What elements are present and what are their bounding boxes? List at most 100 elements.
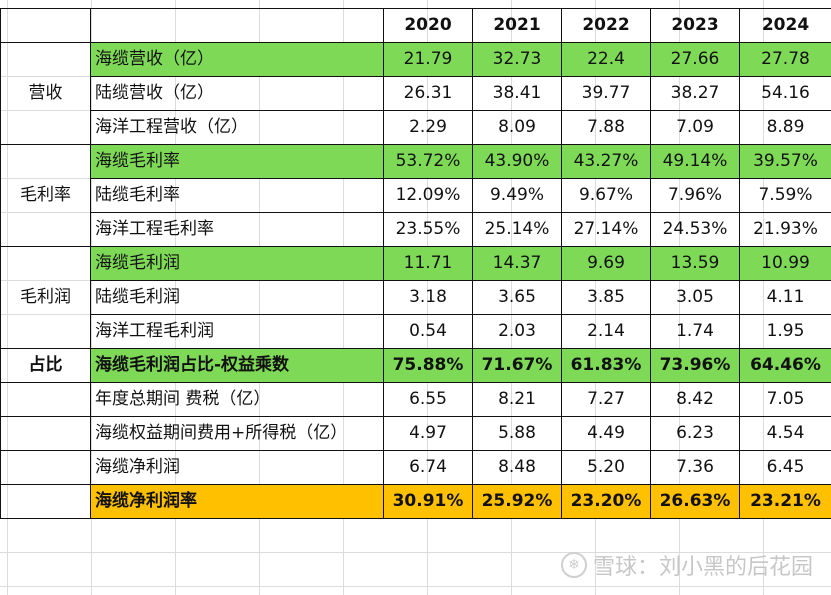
row-label[interactable]: 年度总期间 费税（亿） xyxy=(90,382,384,417)
value-cell[interactable]: 7.59% xyxy=(739,178,831,213)
value-cell[interactable]: 23.21% xyxy=(739,484,831,519)
value-cell[interactable]: 8.21 xyxy=(472,382,562,417)
value-cell[interactable]: 14.37 xyxy=(472,246,562,281)
year-header[interactable]: 2022 xyxy=(561,8,651,43)
value-cell[interactable]: 3.18 xyxy=(383,280,473,315)
value-cell[interactable]: 7.88 xyxy=(561,110,651,145)
value-cell[interactable]: 23.55% xyxy=(383,212,473,247)
value-cell[interactable]: 6.55 xyxy=(383,382,473,417)
value-cell[interactable]: 2.03 xyxy=(472,314,562,349)
value-cell[interactable]: 6.23 xyxy=(650,416,740,451)
value-cell[interactable]: 8.42 xyxy=(650,382,740,417)
value-cell[interactable]: 25.92% xyxy=(472,484,562,519)
value-cell[interactable]: 30.91% xyxy=(383,484,473,519)
empty-group-cell[interactable] xyxy=(0,450,91,485)
value-cell[interactable]: 6.45 xyxy=(739,450,831,485)
value-cell[interactable]: 24.53% xyxy=(650,212,740,247)
value-cell[interactable]: 26.63% xyxy=(650,484,740,519)
value-cell[interactable]: 3.85 xyxy=(561,280,651,315)
value-cell[interactable]: 8.09 xyxy=(472,110,562,145)
data-table: 2020 2021 2022 2023 2024 营收 海缆营收（亿） 21.7… xyxy=(0,8,831,519)
value-cell[interactable]: 5.88 xyxy=(472,416,562,451)
row-label[interactable]: 海洋工程营收（亿） xyxy=(90,110,384,145)
value-cell[interactable]: 7.05 xyxy=(739,382,831,417)
value-cell[interactable]: 8.89 xyxy=(739,110,831,145)
value-cell[interactable]: 7.96% xyxy=(650,178,740,213)
value-cell[interactable]: 5.20 xyxy=(561,450,651,485)
value-cell[interactable]: 9.67% xyxy=(561,178,651,213)
value-cell[interactable]: 39.57% xyxy=(739,144,831,179)
row-label[interactable]: 海缆毛利润占比-权益乘数 xyxy=(90,348,384,383)
value-cell[interactable]: 64.46% xyxy=(739,348,831,383)
empty-group-cell[interactable] xyxy=(0,484,91,519)
value-cell[interactable]: 71.67% xyxy=(472,348,562,383)
value-cell[interactable]: 38.41 xyxy=(472,76,562,111)
group-label-share[interactable]: 占比 xyxy=(0,348,91,383)
empty-group-cell[interactable] xyxy=(0,416,91,451)
value-cell[interactable]: 32.73 xyxy=(472,42,562,77)
row-label[interactable]: 海洋工程毛利润 xyxy=(90,314,384,349)
value-cell[interactable]: 0.54 xyxy=(383,314,473,349)
value-cell[interactable]: 53.72% xyxy=(383,144,473,179)
group-label-gross-profit[interactable]: 毛利润 xyxy=(0,246,91,349)
value-cell[interactable]: 3.65 xyxy=(472,280,562,315)
value-cell[interactable]: 2.14 xyxy=(561,314,651,349)
value-cell[interactable]: 4.49 xyxy=(561,416,651,451)
value-cell[interactable]: 73.96% xyxy=(650,348,740,383)
value-cell[interactable]: 4.97 xyxy=(383,416,473,451)
value-cell[interactable]: 3.05 xyxy=(650,280,740,315)
value-cell[interactable]: 2.29 xyxy=(383,110,473,145)
value-cell[interactable]: 27.78 xyxy=(739,42,831,77)
year-header[interactable]: 2020 xyxy=(383,8,473,43)
row-label[interactable]: 海缆毛利率 xyxy=(90,144,384,179)
row-label[interactable]: 海洋工程毛利率 xyxy=(90,212,384,247)
value-cell[interactable]: 61.83% xyxy=(561,348,651,383)
corner-cell[interactable] xyxy=(0,8,91,43)
value-cell[interactable]: 27.14% xyxy=(561,212,651,247)
value-cell[interactable]: 43.90% xyxy=(472,144,562,179)
value-cell[interactable]: 27.66 xyxy=(650,42,740,77)
value-cell[interactable]: 7.09 xyxy=(650,110,740,145)
header-label-cell[interactable] xyxy=(90,8,384,43)
value-cell[interactable]: 4.54 xyxy=(739,416,831,451)
value-cell[interactable]: 9.49% xyxy=(472,178,562,213)
group-label-revenue[interactable]: 营收 xyxy=(0,42,91,145)
row-label[interactable]: 海缆净利润率 xyxy=(90,484,384,519)
value-cell[interactable]: 43.27% xyxy=(561,144,651,179)
value-cell[interactable]: 1.74 xyxy=(650,314,740,349)
value-cell[interactable]: 22.4 xyxy=(561,42,651,77)
value-cell[interactable]: 6.74 xyxy=(383,450,473,485)
row-label[interactable]: 海缆权益期间费用+所得税（亿） xyxy=(90,416,384,451)
value-cell[interactable]: 13.59 xyxy=(650,246,740,281)
value-cell[interactable]: 25.14% xyxy=(472,212,562,247)
value-cell[interactable]: 8.48 xyxy=(472,450,562,485)
value-cell[interactable]: 21.93% xyxy=(739,212,831,247)
value-cell[interactable]: 38.27 xyxy=(650,76,740,111)
value-cell[interactable]: 23.20% xyxy=(561,484,651,519)
value-cell[interactable]: 7.27 xyxy=(561,382,651,417)
value-cell[interactable]: 9.69 xyxy=(561,246,651,281)
year-header[interactable]: 2024 xyxy=(739,8,831,43)
row-label[interactable]: 海缆毛利润 xyxy=(90,246,384,281)
value-cell[interactable]: 12.09% xyxy=(383,178,473,213)
value-cell[interactable]: 26.31 xyxy=(383,76,473,111)
value-cell[interactable]: 54.16 xyxy=(739,76,831,111)
row-label[interactable]: 陆缆营收（亿） xyxy=(90,76,384,111)
group-label-gross-margin[interactable]: 毛利率 xyxy=(0,144,91,247)
value-cell[interactable]: 39.77 xyxy=(561,76,651,111)
empty-group-cell[interactable] xyxy=(0,382,91,417)
year-header[interactable]: 2023 xyxy=(650,8,740,43)
value-cell[interactable]: 10.99 xyxy=(739,246,831,281)
value-cell[interactable]: 21.79 xyxy=(383,42,473,77)
value-cell[interactable]: 11.71 xyxy=(383,246,473,281)
value-cell[interactable]: 1.95 xyxy=(739,314,831,349)
row-label[interactable]: 海缆净利润 xyxy=(90,450,384,485)
row-label[interactable]: 陆缆毛利润 xyxy=(90,280,384,315)
year-header[interactable]: 2021 xyxy=(472,8,562,43)
value-cell[interactable]: 75.88% xyxy=(383,348,473,383)
value-cell[interactable]: 49.14% xyxy=(650,144,740,179)
value-cell[interactable]: 7.36 xyxy=(650,450,740,485)
row-label[interactable]: 海缆营收（亿） xyxy=(90,42,384,77)
row-label[interactable]: 陆缆毛利率 xyxy=(90,178,384,213)
value-cell[interactable]: 4.11 xyxy=(739,280,831,315)
